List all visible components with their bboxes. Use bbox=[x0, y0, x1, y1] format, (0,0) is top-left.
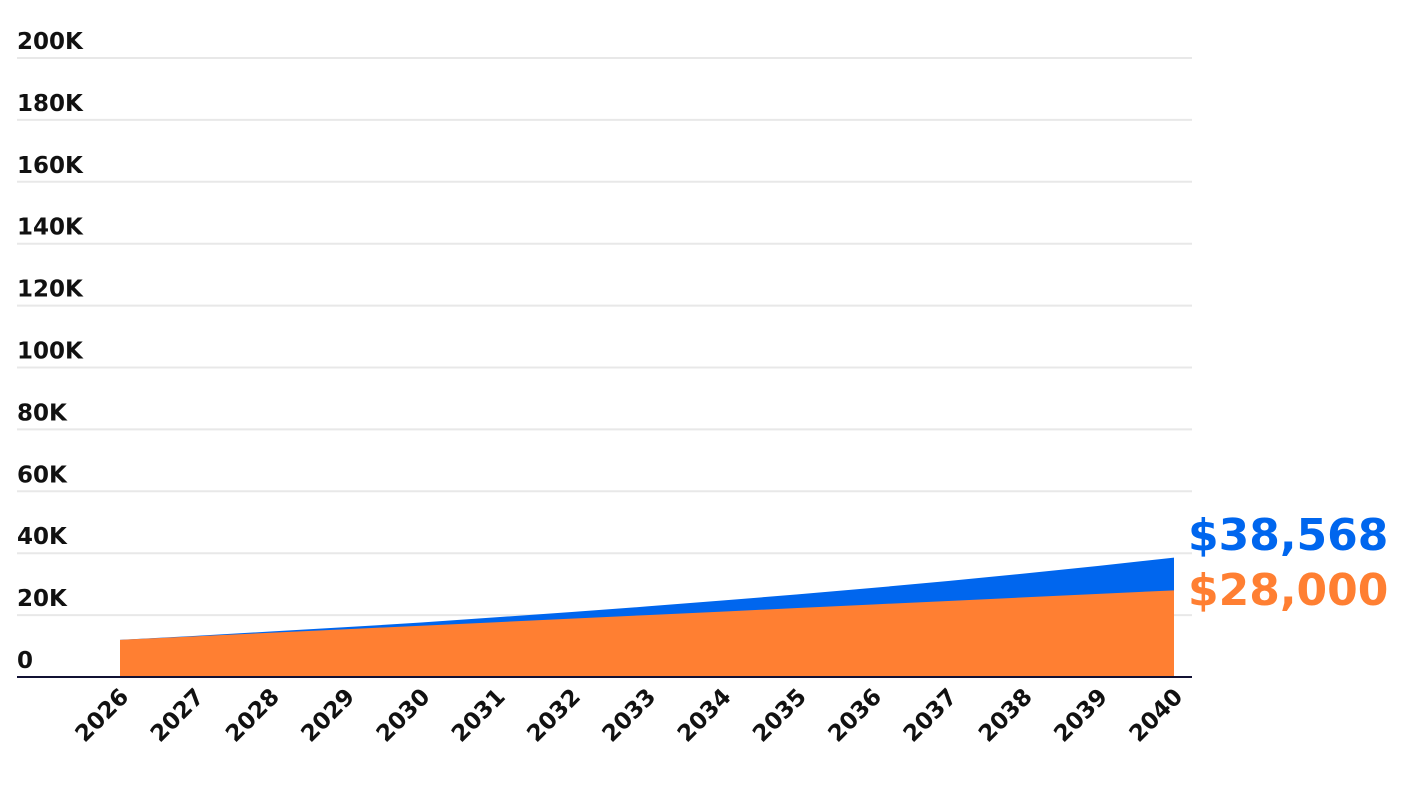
y-tick-label: 180K bbox=[17, 91, 84, 117]
y-tick-label: 120K bbox=[17, 277, 84, 303]
end-value-label-2: $28,000 bbox=[1188, 565, 1388, 616]
x-tick-label: 2029 bbox=[296, 684, 360, 748]
x-tick-label: 2038 bbox=[974, 684, 1038, 748]
y-tick-label: 20K bbox=[17, 586, 68, 612]
y-tick-label: 80K bbox=[17, 400, 68, 426]
end-value-label-1: $38,568 bbox=[1188, 510, 1388, 561]
x-tick-label: 2037 bbox=[899, 684, 963, 748]
x-tick-label: 2028 bbox=[221, 684, 285, 748]
end-value-labels: $38,568$28,000 bbox=[1188, 510, 1388, 616]
x-tick-label: 2034 bbox=[673, 684, 737, 748]
area-series bbox=[120, 557, 1174, 677]
x-tick-label: 2027 bbox=[146, 684, 210, 748]
y-tick-label: 60K bbox=[17, 462, 68, 488]
x-tick-label: 2036 bbox=[823, 684, 887, 748]
y-tick-label: 200K bbox=[17, 29, 84, 55]
y-tick-label: 140K bbox=[17, 215, 84, 241]
gridlines bbox=[17, 57, 1192, 617]
y-tick-label: 100K bbox=[17, 339, 84, 365]
x-tick-label: 2026 bbox=[71, 684, 135, 748]
x-tick-label: 2035 bbox=[748, 684, 812, 748]
y-tick-label: 40K bbox=[17, 524, 68, 550]
x-tick-labels: 2026 2027 2028 2029 2030 2031 2032 2033 2034 2035… bbox=[71, 684, 1189, 748]
area-series-2 bbox=[120, 590, 1174, 677]
x-tick-label: 2040 bbox=[1125, 684, 1189, 748]
x-tick-label: 2039 bbox=[1049, 684, 1113, 748]
x-tick-label: 2033 bbox=[598, 684, 662, 748]
y-tick-labels: 0 20K 40K 60K 80K 100K 120K 140K 160K 180K 200K bbox=[17, 29, 84, 674]
x-tick-label: 2032 bbox=[522, 684, 586, 748]
y-tick-label: 0 bbox=[17, 648, 33, 674]
x-tick-label: 2031 bbox=[447, 684, 511, 748]
x-tick-label: 2030 bbox=[372, 684, 436, 748]
y-tick-label: 160K bbox=[17, 153, 84, 179]
